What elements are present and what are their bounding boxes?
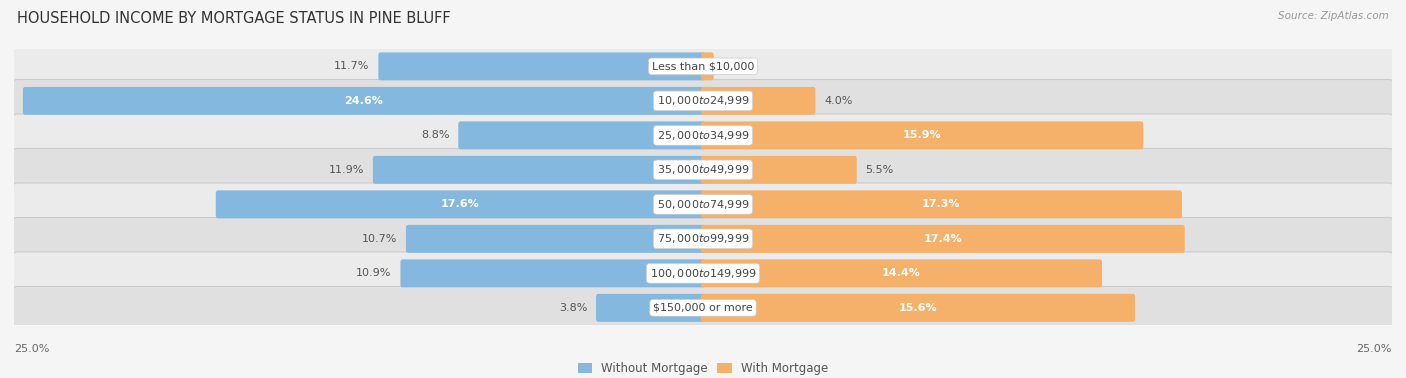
FancyBboxPatch shape (406, 225, 706, 253)
FancyBboxPatch shape (13, 183, 1393, 226)
Text: 14.4%: 14.4% (882, 268, 921, 278)
Text: $75,000 to $99,999: $75,000 to $99,999 (657, 232, 749, 245)
Text: 10.7%: 10.7% (361, 234, 396, 244)
FancyBboxPatch shape (13, 114, 1393, 157)
FancyBboxPatch shape (700, 53, 714, 81)
Text: 17.4%: 17.4% (924, 234, 962, 244)
FancyBboxPatch shape (13, 79, 1393, 122)
FancyBboxPatch shape (22, 87, 706, 115)
FancyBboxPatch shape (700, 259, 1102, 287)
FancyBboxPatch shape (401, 259, 706, 287)
Text: 8.8%: 8.8% (420, 130, 450, 140)
FancyBboxPatch shape (13, 287, 1393, 329)
Text: $150,000 or more: $150,000 or more (654, 303, 752, 313)
Text: $25,000 to $34,999: $25,000 to $34,999 (657, 129, 749, 142)
Text: $50,000 to $74,999: $50,000 to $74,999 (657, 198, 749, 211)
FancyBboxPatch shape (700, 191, 1182, 218)
Text: 15.9%: 15.9% (903, 130, 942, 140)
Text: 11.9%: 11.9% (329, 165, 364, 175)
Text: 17.3%: 17.3% (922, 199, 960, 209)
Text: 11.7%: 11.7% (335, 61, 370, 71)
FancyBboxPatch shape (700, 156, 856, 184)
Text: HOUSEHOLD INCOME BY MORTGAGE STATUS IN PINE BLUFF: HOUSEHOLD INCOME BY MORTGAGE STATUS IN P… (17, 11, 450, 26)
Text: 3.8%: 3.8% (558, 303, 588, 313)
FancyBboxPatch shape (13, 252, 1393, 295)
Text: 5.5%: 5.5% (866, 165, 894, 175)
FancyBboxPatch shape (13, 45, 1393, 88)
Text: 25.0%: 25.0% (14, 344, 49, 354)
Text: 15.6%: 15.6% (898, 303, 938, 313)
Legend: Without Mortgage, With Mortgage: Without Mortgage, With Mortgage (574, 358, 832, 378)
Text: $10,000 to $24,999: $10,000 to $24,999 (657, 94, 749, 107)
FancyBboxPatch shape (215, 191, 706, 218)
Text: Source: ZipAtlas.com: Source: ZipAtlas.com (1278, 11, 1389, 21)
FancyBboxPatch shape (700, 225, 1185, 253)
Text: $100,000 to $149,999: $100,000 to $149,999 (650, 267, 756, 280)
Text: 4.0%: 4.0% (824, 96, 852, 106)
FancyBboxPatch shape (700, 87, 815, 115)
Text: 10.9%: 10.9% (356, 268, 392, 278)
FancyBboxPatch shape (458, 121, 706, 149)
FancyBboxPatch shape (13, 217, 1393, 260)
Text: 24.6%: 24.6% (344, 96, 384, 106)
FancyBboxPatch shape (700, 121, 1143, 149)
Text: 17.6%: 17.6% (441, 199, 479, 209)
FancyBboxPatch shape (596, 294, 706, 322)
FancyBboxPatch shape (373, 156, 706, 184)
FancyBboxPatch shape (700, 294, 1135, 322)
Text: $35,000 to $49,999: $35,000 to $49,999 (657, 163, 749, 177)
FancyBboxPatch shape (13, 149, 1393, 191)
Text: 25.0%: 25.0% (1357, 344, 1392, 354)
FancyBboxPatch shape (378, 53, 706, 81)
Text: 0.31%: 0.31% (723, 61, 758, 71)
Text: Less than $10,000: Less than $10,000 (652, 61, 754, 71)
